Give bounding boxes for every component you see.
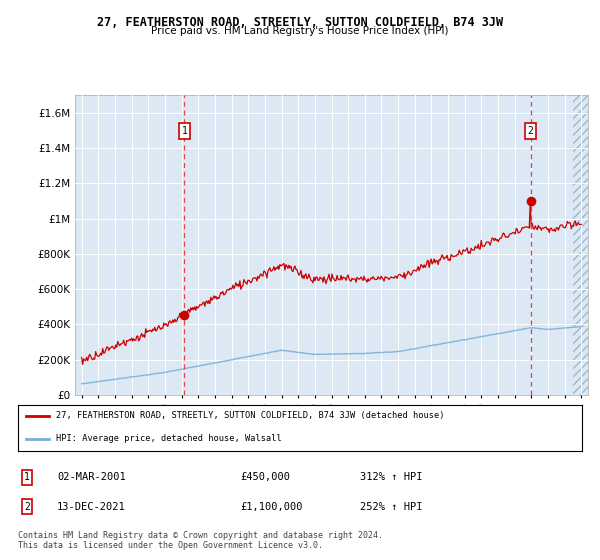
- Text: 2: 2: [527, 126, 533, 136]
- Text: Price paid vs. HM Land Registry's House Price Index (HPI): Price paid vs. HM Land Registry's House …: [151, 26, 449, 36]
- Text: 1: 1: [24, 472, 30, 482]
- Text: £450,000: £450,000: [240, 472, 290, 482]
- Text: 13-DEC-2021: 13-DEC-2021: [57, 502, 126, 512]
- Text: 312% ↑ HPI: 312% ↑ HPI: [360, 472, 422, 482]
- Text: 2: 2: [24, 502, 30, 512]
- Text: £1,100,000: £1,100,000: [240, 502, 302, 512]
- Text: Contains HM Land Registry data © Crown copyright and database right 2024.
This d: Contains HM Land Registry data © Crown c…: [18, 531, 383, 550]
- Text: HPI: Average price, detached house, Walsall: HPI: Average price, detached house, Wals…: [56, 435, 282, 444]
- Text: 252% ↑ HPI: 252% ↑ HPI: [360, 502, 422, 512]
- Text: 1: 1: [181, 126, 187, 136]
- Text: 02-MAR-2001: 02-MAR-2001: [57, 472, 126, 482]
- FancyBboxPatch shape: [573, 95, 588, 395]
- Text: 27, FEATHERSTON ROAD, STREETLY, SUTTON COLDFIELD, B74 3JW (detached house): 27, FEATHERSTON ROAD, STREETLY, SUTTON C…: [56, 412, 445, 421]
- Bar: [573, 95, 588, 395]
- Text: 27, FEATHERSTON ROAD, STREETLY, SUTTON COLDFIELD, B74 3JW: 27, FEATHERSTON ROAD, STREETLY, SUTTON C…: [97, 16, 503, 29]
